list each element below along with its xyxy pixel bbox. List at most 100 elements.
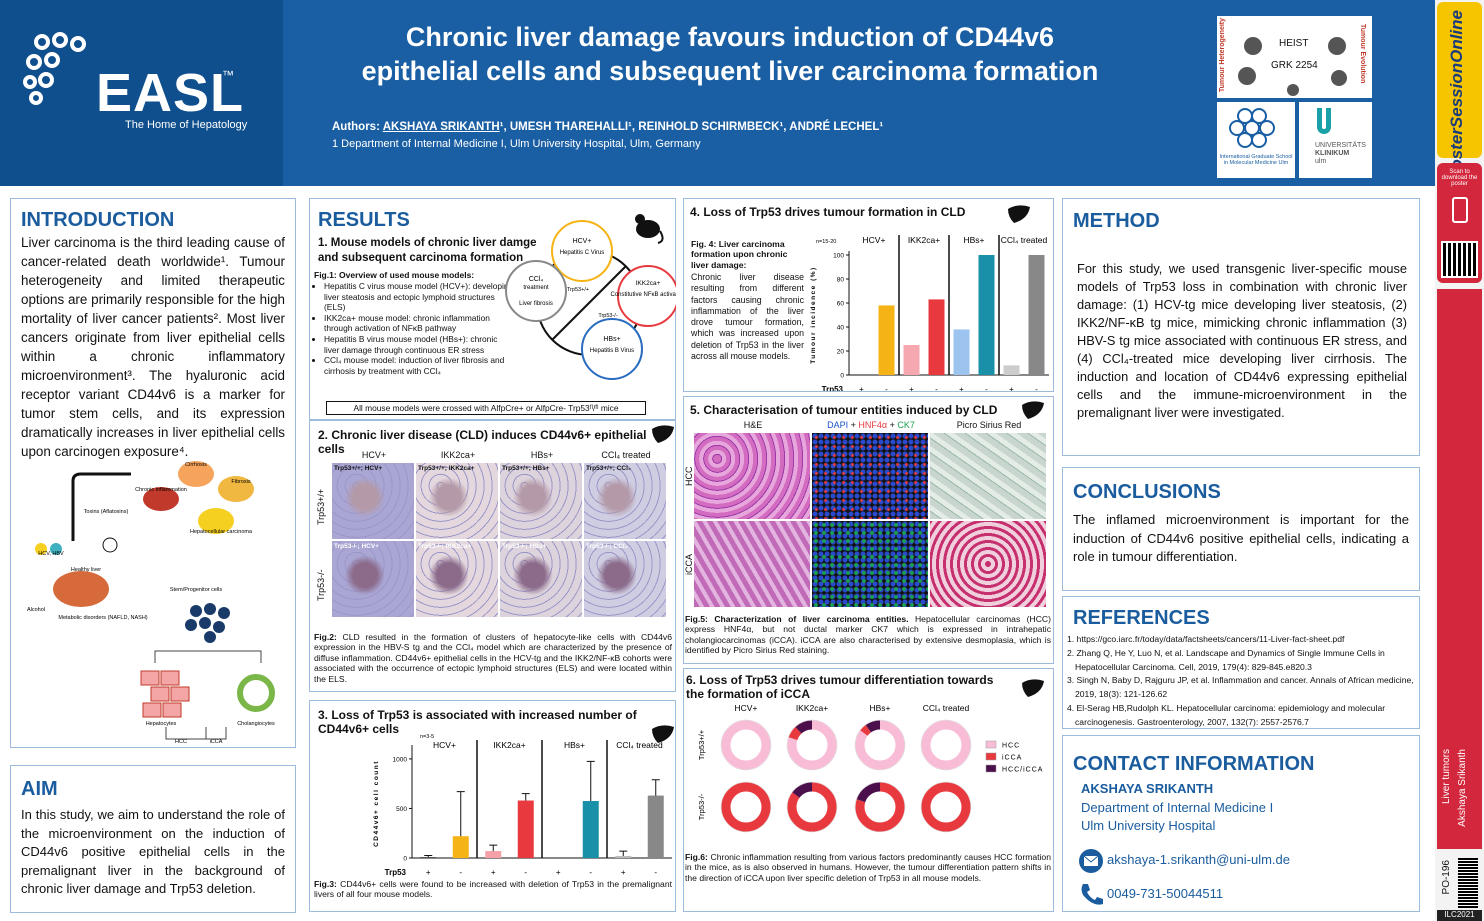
intro-text: Liver carcinoma is the third leading cau… <box>21 235 285 459</box>
panel-label: Trp53+/+; CCl₄ <box>586 465 632 472</box>
column-label: H&E <box>743 420 763 430</box>
y-tick-label: 0 <box>403 856 407 863</box>
arc-right: Tumour Evolution <box>1359 24 1366 84</box>
genotype: + <box>959 385 964 391</box>
venn-label: Trp53-/- <box>598 313 618 319</box>
venn-label: HCV+ <box>573 238 592 245</box>
y-tick-label: 20 <box>837 349 845 356</box>
donut-outline <box>854 719 906 771</box>
method-text: For this study, we used transgenic liver… <box>1077 261 1407 420</box>
group-label: CCl₄ treated <box>616 740 663 750</box>
bar <box>420 857 437 858</box>
bar <box>1028 255 1045 375</box>
panel-label: Trp53-/-; IKK2ca+ <box>418 543 472 550</box>
scan-block: Scan to download the poster <box>1437 163 1482 283</box>
references-box: REFERENCES 1. https://gco.iarc.fr/today/… <box>1062 596 1420 729</box>
column-label: CCl₄ treated <box>601 450 651 460</box>
y-tick-label: 60 <box>837 301 845 308</box>
error-bar <box>651 779 660 796</box>
error-bar <box>586 760 595 802</box>
error-bar <box>489 844 498 852</box>
genotype: + <box>909 385 914 391</box>
diagram-label: Cirrhosis <box>185 462 207 468</box>
reference-list: 1. https://gco.iarc.fr/today/data/factsh… <box>1067 633 1417 730</box>
section-title: 6. Loss of Trp53 drives tumour different… <box>686 673 994 701</box>
group-label: IKK2ca+ <box>908 235 940 245</box>
donut-outline <box>720 781 772 833</box>
liver-shape <box>1022 401 1044 419</box>
contact-phone[interactable]: 0049-731-50044511 <box>1107 886 1224 901</box>
y-tick-label: 0 <box>840 373 844 380</box>
title: Chronic liver damage favours induction o… <box>361 22 1099 86</box>
donut-outline <box>720 719 772 771</box>
topic: Liver tumors <box>1441 749 1452 805</box>
genotype: - <box>1035 385 1038 391</box>
bar <box>978 255 995 375</box>
reference: 3. Singh N, Baby D, Rajguru JP, et al. I… <box>1067 675 1414 700</box>
liver-shape <box>1008 205 1030 223</box>
tumour-panel <box>694 433 810 519</box>
y-tick-label: 1000 <box>393 756 408 763</box>
histology-panel: Trp53+/+; HCV+ <box>332 463 414 539</box>
contact-email[interactable]: akshaya-1.srikanth@uni-ulm.de <box>1107 852 1291 867</box>
logo-panel <box>0 0 283 186</box>
tumour-panel <box>930 521 1046 607</box>
bar <box>953 329 970 375</box>
heading: CONCLUSIONS <box>1073 481 1221 503</box>
tumour-grid: H&E Picro Sirius Red DAPI + HNF4α + CK7 HCC… <box>684 397 1053 612</box>
venn-label: Hepatitis B Virus <box>590 348 634 354</box>
fig4-chart: 0 20 40 60 80 100 Tumour incidence (%) n=15-20 H… <box>810 235 1049 391</box>
aim-box: AIM In this study, we aim to understand … <box>10 765 296 913</box>
donut-outline <box>854 781 906 833</box>
icon <box>1022 401 1044 419</box>
logo-tagline: The Home of Hepatology <box>125 119 248 131</box>
error-bar <box>424 855 433 858</box>
legend-label: HCC/iCCA <box>1002 767 1043 774</box>
donut-segment <box>787 782 837 832</box>
legend-swatch <box>985 740 997 749</box>
donut-segment <box>855 720 905 770</box>
tumour-panel <box>930 433 1046 519</box>
panel-label: Trp53-/-; HBs+ <box>502 543 547 550</box>
genotype: + <box>491 868 496 877</box>
row-label: Trp53+/+ <box>697 729 706 760</box>
bar <box>485 851 502 858</box>
icon <box>652 725 674 743</box>
diagram-label: Fibrosis <box>231 479 251 485</box>
section-title: 3. Loss of Trp53 is associated with incr… <box>318 708 637 736</box>
heading: INTRODUCTION <box>21 209 175 231</box>
bullet: Hepatitis C virus mouse model (HCV+): de… <box>324 281 514 313</box>
legend-label: iCCA <box>1002 755 1022 762</box>
reference: 2. Zhang Q, He Y, Luo N, et al. Landscap… <box>1067 647 1385 672</box>
barcode <box>1458 858 1478 908</box>
brand-block: PosterSessionOnline <box>1437 2 1482 181</box>
contact-name: AKSHAYA SRIKANTH <box>1081 781 1214 796</box>
caption: Fig.6: Chronic inflammation resulting fr… <box>685 852 1051 883</box>
error-bar <box>521 793 530 801</box>
panel-label: Trp53+/+; HCV+ <box>334 465 383 472</box>
contact-hospital: Ulm University Hospital <box>1081 818 1216 833</box>
bar <box>582 801 599 858</box>
diagram-label: Toxins (Aflatoxins) <box>84 509 129 515</box>
histology-panel: Trp53-/-; CCl₄ <box>584 541 666 617</box>
histology-grid: HCV+ IKK2ca+ HBs+ CCl₄ treated Trp53+/+ Trp53… <box>310 421 675 621</box>
genotype-label: Trp53 <box>822 385 844 391</box>
histology-panel: Trp53-/-; HCV+ <box>332 541 414 617</box>
bullet: Hepatitis B virus mouse model (HBs+): ch… <box>324 334 514 355</box>
tumour-panel <box>812 433 928 519</box>
genotype: + <box>859 385 864 391</box>
tumour-panel <box>812 521 928 607</box>
group-label: CCl₄ treated <box>1001 235 1048 245</box>
venn-label: Constitutive NFκB activation <box>610 292 676 298</box>
liver-shape <box>652 725 674 743</box>
mouse-icon <box>635 214 664 244</box>
group-label: HCV+ <box>433 740 456 750</box>
section2-box: 2. Chronic liver disease (CLD) induces C… <box>309 420 676 692</box>
stain-label: HNF4α <box>858 420 888 430</box>
caption: Fig.5: Characterization of liver carcino… <box>685 614 1051 656</box>
logo-name: EASL <box>96 63 245 123</box>
bar <box>1003 365 1020 375</box>
row-label: iCCA <box>684 553 694 575</box>
legend-label: HCC <box>1002 743 1020 750</box>
n-label: n=15-20 <box>816 239 836 245</box>
